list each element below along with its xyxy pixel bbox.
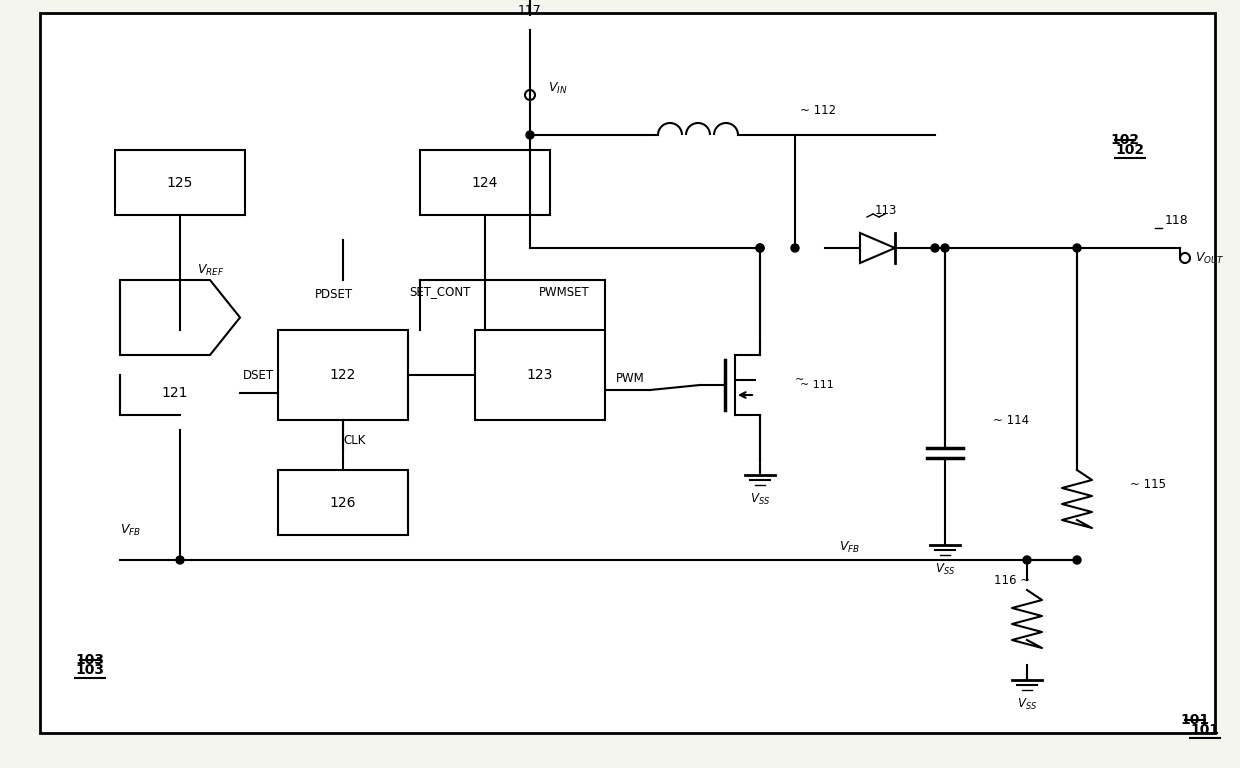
Text: 113: 113 xyxy=(875,204,898,217)
Text: ~ 114: ~ 114 xyxy=(993,413,1029,426)
FancyBboxPatch shape xyxy=(1030,460,1125,560)
FancyBboxPatch shape xyxy=(645,90,795,180)
Circle shape xyxy=(526,131,534,139)
Text: 101: 101 xyxy=(1180,713,1209,727)
Text: $V_{SS}$: $V_{SS}$ xyxy=(935,562,955,577)
Text: $V_{OUT}$: $V_{OUT}$ xyxy=(1195,250,1225,266)
Text: ~ 115: ~ 115 xyxy=(1130,478,1166,492)
Text: $V_{FB}$: $V_{FB}$ xyxy=(120,522,141,538)
Text: 122: 122 xyxy=(330,368,356,382)
Text: 102: 102 xyxy=(1111,133,1140,147)
Circle shape xyxy=(791,244,799,252)
Text: PDSET: PDSET xyxy=(315,289,353,302)
FancyBboxPatch shape xyxy=(40,13,1215,733)
Text: DSET: DSET xyxy=(243,369,274,382)
FancyBboxPatch shape xyxy=(115,150,246,215)
Text: CLK: CLK xyxy=(343,433,366,446)
Text: 103: 103 xyxy=(76,653,104,667)
Text: 101: 101 xyxy=(1190,723,1220,737)
Text: 121: 121 xyxy=(161,386,188,400)
FancyBboxPatch shape xyxy=(420,150,551,215)
Text: 102: 102 xyxy=(1116,143,1145,157)
Text: 125: 125 xyxy=(167,176,193,190)
Text: $V_{IN}$: $V_{IN}$ xyxy=(548,81,568,95)
Circle shape xyxy=(1073,244,1081,252)
Polygon shape xyxy=(861,233,895,263)
Text: ~: ~ xyxy=(795,375,805,385)
FancyBboxPatch shape xyxy=(645,28,1205,673)
FancyBboxPatch shape xyxy=(55,48,610,668)
FancyBboxPatch shape xyxy=(278,330,408,420)
Text: $V_{SS}$: $V_{SS}$ xyxy=(750,492,770,507)
Circle shape xyxy=(756,244,764,252)
FancyBboxPatch shape xyxy=(701,340,795,460)
Text: 116 ~: 116 ~ xyxy=(994,574,1030,587)
Circle shape xyxy=(941,244,949,252)
Polygon shape xyxy=(120,280,241,355)
Circle shape xyxy=(176,556,184,564)
Text: $V_{FB}$: $V_{FB}$ xyxy=(839,540,861,555)
Text: ~ 111: ~ 111 xyxy=(800,380,833,390)
Text: ~ 112: ~ 112 xyxy=(800,104,836,117)
Text: 118: 118 xyxy=(1166,214,1189,227)
Circle shape xyxy=(1073,556,1081,564)
FancyBboxPatch shape xyxy=(278,470,408,535)
Text: 124: 124 xyxy=(471,176,498,190)
FancyBboxPatch shape xyxy=(475,330,605,420)
FancyBboxPatch shape xyxy=(980,580,1075,680)
FancyBboxPatch shape xyxy=(900,410,990,530)
Text: 117: 117 xyxy=(518,4,542,16)
Text: PWM: PWM xyxy=(615,372,645,385)
Circle shape xyxy=(756,244,764,252)
Circle shape xyxy=(1023,556,1030,564)
Text: 126: 126 xyxy=(330,496,356,510)
Text: $V_{REF}$: $V_{REF}$ xyxy=(197,263,224,277)
Text: PWMSET: PWMSET xyxy=(539,286,590,299)
Text: 103: 103 xyxy=(76,663,104,677)
FancyBboxPatch shape xyxy=(825,205,935,290)
Circle shape xyxy=(931,244,939,252)
Text: $V_{SS}$: $V_{SS}$ xyxy=(1017,697,1037,712)
Text: 123: 123 xyxy=(527,368,553,382)
Text: SET_CONT: SET_CONT xyxy=(409,286,471,299)
